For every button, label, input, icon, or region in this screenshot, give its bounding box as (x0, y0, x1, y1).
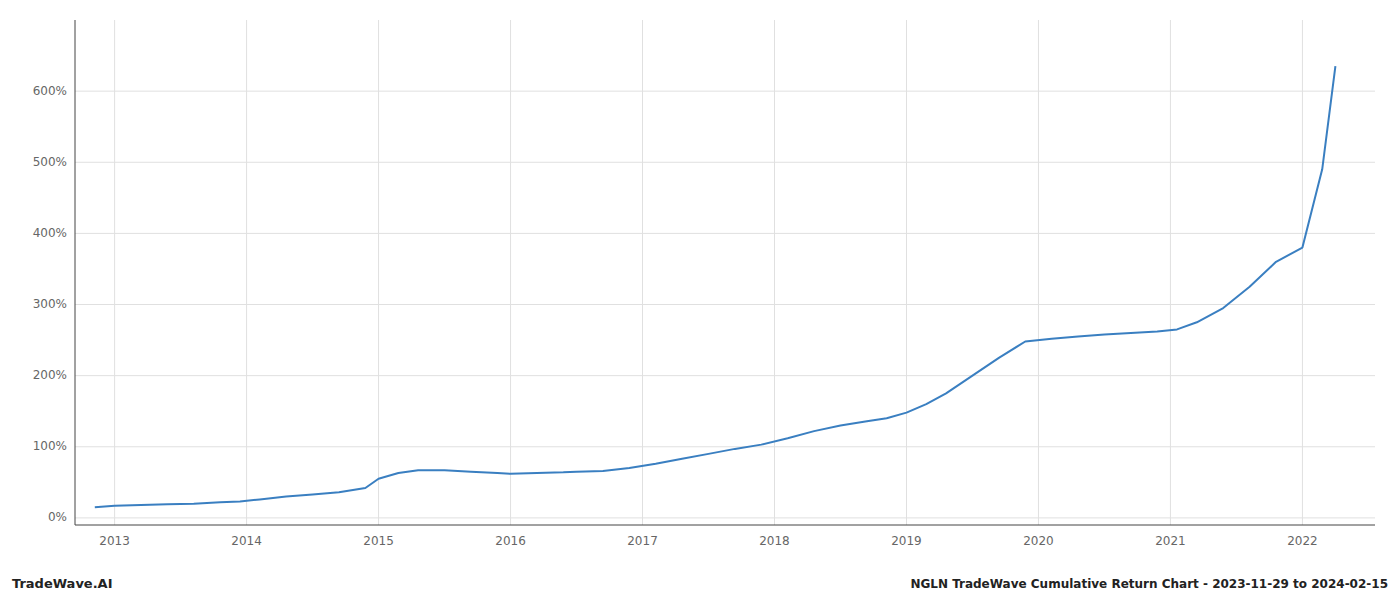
x-tick-label: 2019 (891, 534, 922, 548)
y-grid-line (75, 517, 1375, 518)
y-grid-line (75, 446, 1375, 447)
x-grid-line (1170, 20, 1171, 525)
x-tick-label: 2016 (495, 534, 526, 548)
chart: 0% 100% 200% 300% 400% 500% 600% 2013 2014 2015 20… (0, 0, 1400, 600)
x-grid-line (774, 20, 775, 525)
x-tick-label: 2020 (1023, 534, 1054, 548)
y-grid-line (75, 91, 1375, 92)
x-tick-label: 2021 (1155, 534, 1186, 548)
x-tick-label: 2013 (99, 534, 130, 548)
y-tick-label: 300% (33, 297, 67, 311)
x-grid-line (378, 20, 379, 525)
y-tick-label: 0% (48, 510, 67, 524)
y-tick-label: 200% (33, 368, 67, 382)
series-line (95, 66, 1336, 507)
y-tick-label: 100% (33, 439, 67, 453)
grid (75, 20, 1375, 525)
tick-labels: 0% 100% 200% 300% 400% 500% 600% 2013 2014 2015 20… (33, 84, 1318, 548)
x-tick-label: 2014 (231, 534, 262, 548)
x-grid-line (1302, 20, 1303, 525)
x-grid-line (1038, 20, 1039, 525)
y-tick-label: 400% (33, 226, 67, 240)
x-tick-label: 2015 (363, 534, 394, 548)
watermark: TradeWave.AI (12, 576, 113, 591)
y-axis-line (75, 20, 76, 525)
y-grid-line (75, 375, 1375, 376)
y-grid-line (75, 162, 1375, 163)
plot-area (95, 66, 1336, 507)
x-grid-line (510, 20, 511, 525)
x-grid-line (114, 20, 115, 525)
y-tick-label: 600% (33, 84, 67, 98)
y-grid-line (75, 233, 1375, 234)
y-grid-line (75, 304, 1375, 305)
title: NGLN TradeWave Cumulative Return Chart -… (910, 577, 1388, 591)
x-axis-line (75, 525, 1375, 526)
x-tick-label: 2018 (759, 534, 790, 548)
x-tick-label: 2022 (1287, 534, 1318, 548)
y-tick-label: 500% (33, 155, 67, 169)
x-grid-line (906, 20, 907, 525)
x-tick-label: 2017 (627, 534, 658, 548)
x-grid-line (642, 20, 643, 525)
x-grid-line (246, 20, 247, 525)
